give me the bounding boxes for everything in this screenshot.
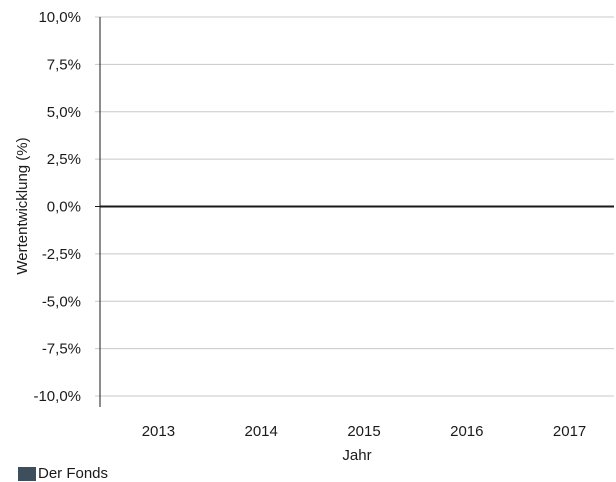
x-tick-label: 2016 — [450, 423, 483, 440]
y-tick-label: 0,0% — [47, 199, 81, 216]
y-tick-label: 10,0% — [38, 9, 81, 26]
x-tick-label: 2017 — [553, 423, 586, 440]
x-tick-label: 2013 — [142, 423, 175, 440]
x-axis-label: Jahr — [342, 447, 371, 464]
y-tick-label: -5,0% — [42, 293, 81, 310]
legend-label: Der Fonds — [38, 465, 109, 482]
legend-swatch — [18, 466, 36, 481]
legend: Der Fonds — [18, 466, 108, 481]
y-tick-label: -7,5% — [42, 341, 81, 358]
y-tick-label: -10,0% — [33, 388, 81, 405]
x-tick-label: 2014 — [245, 423, 278, 440]
x-tick-label: 2015 — [347, 423, 380, 440]
y-tick-label: -2,5% — [42, 246, 81, 263]
y-tick-label: 5,0% — [47, 104, 81, 121]
y-tick-label: 7,5% — [47, 56, 81, 73]
x-tick-labels: 2013 2014 2015 2016 2017 — [142, 423, 587, 440]
y-tick-label: 2,5% — [47, 151, 81, 168]
gridlines — [95, 16, 614, 397]
y-axis-label: Wertentwicklung (%) — [14, 137, 31, 274]
y-tick-labels: 10,0% 7,5% 5,0% 2,5% 0,0% -2,5% -5,0% -7,5% -10,… — [33, 9, 81, 405]
